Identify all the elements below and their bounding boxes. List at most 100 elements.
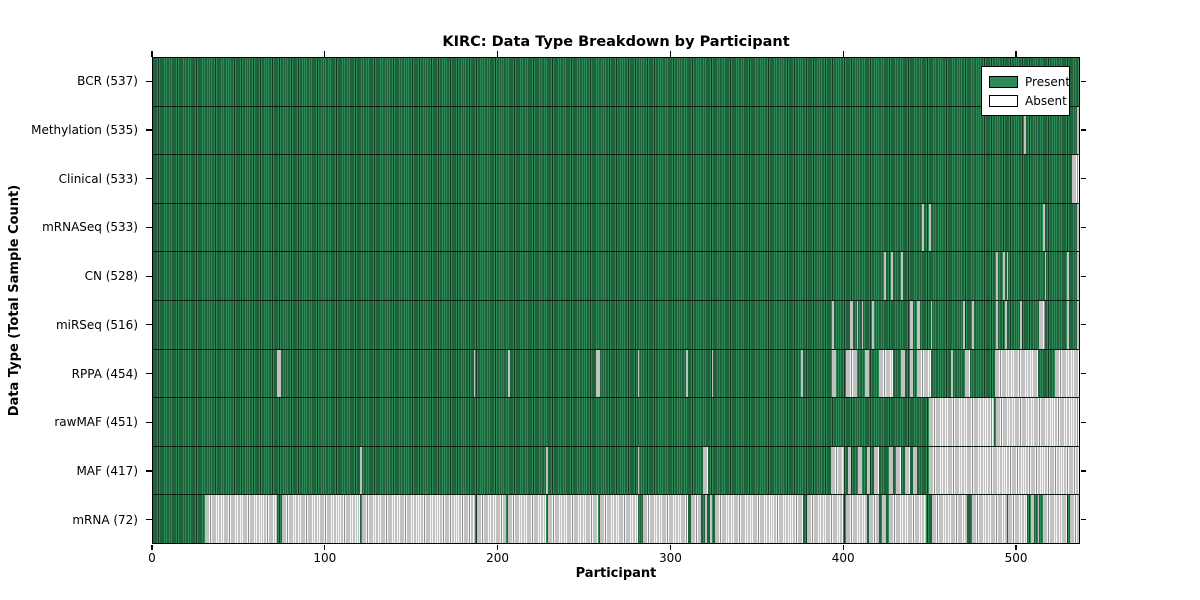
absent-run-mRNA (642, 495, 688, 543)
absent-run-RPPA (508, 349, 510, 398)
tick-left (146, 519, 152, 521)
absent-run-mRNA (1008, 495, 1028, 543)
absent-run-RPPA (801, 349, 804, 398)
absent-run-Methylation (1077, 106, 1079, 155)
absent-run-mRNA (709, 495, 712, 543)
absent-run-MAF (546, 446, 548, 495)
tick-right (1080, 519, 1086, 521)
absent-run-RPPA (910, 349, 914, 398)
x-tick-label-200: 200 (486, 551, 510, 565)
absent-run-RPPA (637, 349, 640, 398)
legend-label-absent: Absent (1025, 93, 1067, 108)
row-mRNA (153, 495, 1079, 543)
tick-left (146, 372, 152, 375)
absent-run-mRNASeq (922, 203, 924, 252)
absent-run-RPPA (473, 349, 476, 398)
absent-run-MAF (847, 446, 852, 495)
row-label-miRSeq: miRSeq (516) (55, 317, 138, 332)
tick-right (1080, 324, 1086, 326)
row-label-Clinical: Clinical (533) (58, 171, 138, 186)
absent-run-MAF (928, 446, 1079, 495)
absent-run-rawMAF (928, 398, 995, 446)
row-label-MAF: MAF (417) (76, 463, 138, 478)
tick-right (1080, 226, 1086, 229)
tick-left (146, 226, 152, 229)
absent-run-mRNA (204, 495, 278, 543)
absent-run-mRNA (868, 495, 879, 543)
tick-top (324, 51, 326, 57)
tick-right (1080, 372, 1086, 375)
absent-run-MAF (359, 446, 362, 495)
row-label-mRNASeq: mRNASeq (533) (42, 220, 138, 235)
row-Methylation (153, 106, 1079, 156)
absent-run-mRNA (882, 495, 886, 543)
row-label-CN: CN (528) (84, 269, 138, 284)
absent-run-miRSeq (916, 300, 921, 349)
absent-run-Methylation (1023, 106, 1026, 155)
tick-top (1015, 51, 1017, 57)
x-tick-label-500: 500 (1004, 551, 1028, 565)
tick-right (1080, 275, 1086, 277)
absent-run-mRNA (477, 495, 507, 543)
absent-run-MAF (703, 446, 709, 495)
absent-run-miRSeq (849, 300, 854, 349)
row-label-BCR: BCR (537) (77, 74, 138, 89)
plot-area (152, 57, 1080, 544)
absent-run-CN (891, 252, 893, 300)
absent-run-CN (996, 252, 998, 300)
tick-bottom (842, 544, 844, 550)
tick-bottom (669, 544, 672, 550)
tick-bottom (1015, 544, 1017, 550)
absent-run-miRSeq (963, 300, 966, 349)
row-rawMAF (153, 398, 1079, 447)
absent-run-miRSeq (1020, 300, 1023, 349)
absent-run-mRNA (704, 495, 707, 543)
absent-run-RPPA (878, 349, 893, 398)
tick-left (146, 324, 152, 326)
row-RPPA (153, 349, 1079, 399)
absent-run-MAF (873, 446, 879, 495)
absent-run-mRNA (508, 495, 547, 543)
absent-run-CN (884, 252, 886, 300)
absent-run-CN (1077, 252, 1079, 300)
absent-run-miRSeq (872, 300, 874, 349)
row-Clinical (153, 155, 1079, 204)
absent-run-mRNA (932, 495, 967, 543)
absent-run-miRSeq (861, 300, 864, 349)
absent-run-mRNA (1037, 495, 1040, 543)
absent-run-miRSeq (832, 300, 835, 349)
tick-left (146, 470, 152, 472)
x-tick-label-100: 100 (313, 551, 337, 565)
absent-run-mRNASeq (1042, 203, 1045, 252)
absent-run-mRNA (282, 495, 360, 543)
absent-run-mRNA (972, 495, 1007, 543)
absent-run-CN (1044, 252, 1047, 300)
tick-top (497, 51, 499, 57)
absent-run-CN (901, 252, 904, 300)
row-BCR (153, 58, 1079, 107)
absent-run-MAF (896, 446, 902, 495)
absent-run-MAF (637, 446, 640, 495)
absent-run-miRSeq (972, 300, 974, 349)
tick-right (1080, 421, 1086, 423)
legend-entry-absent: Absent (989, 91, 1067, 110)
tick-left (146, 178, 152, 180)
absent-run-CN (1006, 252, 1009, 300)
x-tick-label-400: 400 (831, 551, 855, 565)
absent-run-mRNA (547, 495, 598, 543)
absent-run-MAF (858, 446, 862, 495)
tick-right (1080, 470, 1086, 472)
tick-bottom (324, 544, 326, 550)
tick-top (669, 51, 672, 57)
absent-run-MAF (866, 446, 871, 495)
absent-run-rawMAF (996, 398, 1079, 446)
absent-run-CN (1066, 252, 1069, 300)
present-swatch (989, 75, 1018, 88)
absent-run-miRSeq (1066, 300, 1069, 349)
heatmap-rows (153, 58, 1079, 543)
tick-bottom (151, 544, 153, 550)
absent-run-mRNA (1070, 495, 1079, 543)
absent-run-MAF (889, 446, 893, 495)
tick-left (146, 421, 152, 423)
